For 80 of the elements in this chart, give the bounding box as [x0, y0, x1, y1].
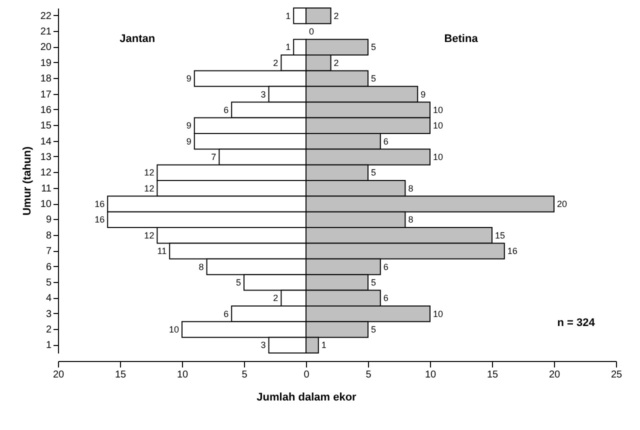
- y-tick-label: 6: [46, 262, 52, 273]
- data-label: 11: [157, 246, 167, 256]
- data-label: 6: [224, 104, 229, 115]
- data-label: 5: [371, 168, 376, 178]
- y-tick-label: 1: [46, 340, 52, 352]
- y-tick-label: 19: [40, 58, 52, 69]
- y-tick-label: 11: [41, 183, 52, 194]
- x-tick-label: 10: [424, 370, 436, 380]
- x-tick-label: 10: [176, 370, 188, 380]
- x-tick-label: 0: [304, 370, 310, 380]
- y-tick-label: 13: [40, 152, 52, 163]
- x-tick-label: 20: [548, 370, 560, 380]
- y-tick-label: 16: [40, 104, 52, 116]
- data-label: 2: [334, 58, 339, 68]
- data-label: 2: [273, 58, 278, 68]
- y-axis-title: Umur (tahun): [21, 146, 34, 216]
- data-label: 7: [211, 152, 216, 162]
- data-label: 10: [433, 152, 444, 162]
- data-label: 1: [321, 340, 326, 350]
- data-label: 12: [144, 230, 154, 240]
- y-tick-label: 8: [46, 230, 52, 242]
- y-tick-label: 21: [40, 26, 52, 38]
- x-axis-title: Jumlah dalam ekor: [256, 392, 358, 404]
- data-label: 9: [186, 120, 192, 131]
- data-label: 3: [260, 340, 266, 350]
- data-label: 16: [507, 246, 518, 256]
- y-tick-label: 20: [40, 42, 52, 54]
- data-label: 2: [273, 293, 278, 304]
- data-label: 15: [495, 230, 506, 240]
- data-label: 8: [408, 214, 414, 225]
- text: Betina: [444, 33, 479, 46]
- data-label: 10: [433, 104, 444, 115]
- data-label: 2: [334, 10, 339, 21]
- data-label: 6: [383, 136, 388, 146]
- data-label: 16: [94, 199, 105, 210]
- data-label: 10: [433, 120, 444, 131]
- data-label: 6: [224, 308, 229, 319]
- data-label: 1: [286, 10, 291, 21]
- data-label: 5: [371, 42, 376, 52]
- x-tick-label: 20: [52, 370, 64, 380]
- text: Jantan: [120, 33, 156, 46]
- data-label: 8: [198, 262, 204, 272]
- data-label: 5: [236, 277, 241, 288]
- y-tick-label: 10: [40, 199, 52, 210]
- y-tick-label: 14: [40, 136, 52, 148]
- data-label: 10: [168, 324, 179, 334]
- y-tick-label: 3: [46, 308, 52, 320]
- y-tick-label: 9: [46, 214, 52, 226]
- x-tick-label: 5: [366, 370, 372, 380]
- data-label: 5: [371, 74, 376, 84]
- data-label: 12: [144, 183, 154, 194]
- x-tick-label: 25: [610, 370, 622, 380]
- data-label: 20: [557, 199, 568, 210]
- y-tick-label: 2: [46, 324, 52, 336]
- data-label: 12: [144, 168, 154, 178]
- data-label: 3: [260, 89, 266, 100]
- y-tick-label: 7: [46, 246, 52, 258]
- data-label: 10: [433, 308, 444, 319]
- x-tick-label: 5: [242, 370, 248, 380]
- data-label: 9: [186, 74, 192, 84]
- data-label: 6: [383, 262, 388, 272]
- y-tick-label: 15: [40, 120, 52, 132]
- x-tick-label: 15: [486, 370, 498, 380]
- data-label: 0: [309, 26, 314, 37]
- data-label: 1: [286, 42, 291, 52]
- data-label: 9: [186, 136, 192, 146]
- y-tick-label: 4: [46, 293, 52, 304]
- y-tick-label: 22: [40, 10, 52, 22]
- data-label: 8: [408, 183, 414, 194]
- data-label: 9: [420, 89, 426, 100]
- data-label: 5: [371, 277, 376, 288]
- y-tick-label: 12: [40, 168, 52, 179]
- data-label: 5: [371, 324, 376, 334]
- data-label: 16: [94, 214, 105, 225]
- annotation: n = 324: [557, 317, 596, 329]
- x-tick-label: 15: [114, 370, 126, 380]
- data-label: 6: [383, 293, 388, 304]
- y-tick-label: 5: [46, 277, 52, 288]
- y-tick-label: 18: [40, 74, 52, 85]
- y-tick-label: 17: [40, 89, 52, 100]
